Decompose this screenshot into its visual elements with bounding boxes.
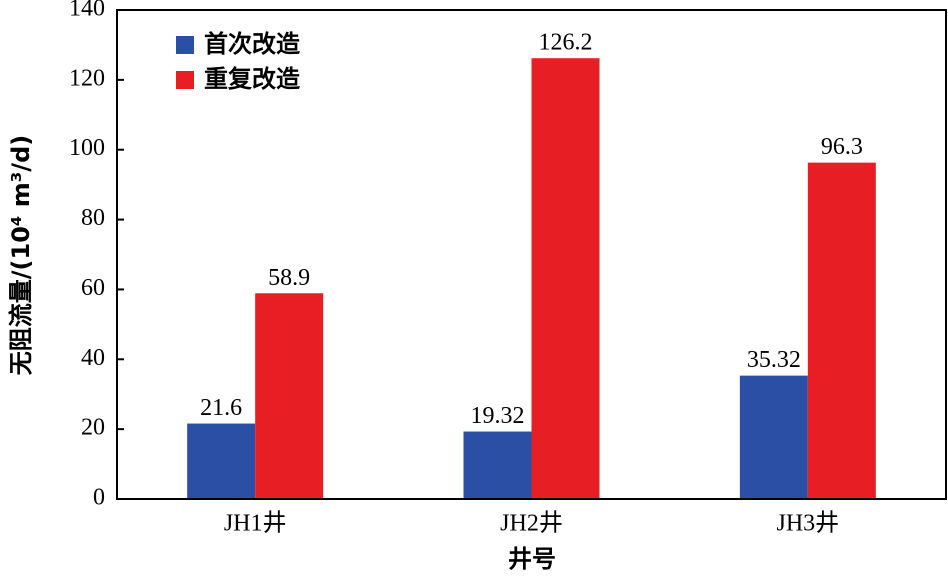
data-label: 126.2 xyxy=(539,30,593,56)
y-tick-label: 120 xyxy=(69,65,105,91)
y-tick-label: 60 xyxy=(81,275,105,301)
plot-frame xyxy=(116,9,947,500)
bar xyxy=(463,431,532,499)
data-label: 58.9 xyxy=(268,265,310,291)
legend-label: 首次改造 xyxy=(204,30,300,58)
data-label: 21.6 xyxy=(200,395,242,421)
data-label: 96.3 xyxy=(821,134,863,160)
data-label: 35.32 xyxy=(747,347,801,373)
y-tick-label: 40 xyxy=(81,345,105,371)
bar xyxy=(807,162,876,499)
y-tick-label: 140 xyxy=(69,0,105,22)
bar xyxy=(739,375,808,499)
legend-label: 重复改造 xyxy=(204,65,300,93)
y-tick-label: 0 xyxy=(93,485,105,511)
bar xyxy=(531,58,600,500)
legend-swatch xyxy=(176,71,194,89)
y-tick-label: 80 xyxy=(81,205,105,231)
bar xyxy=(187,423,256,499)
data-label: 19.32 xyxy=(471,403,525,429)
y-tick-label: 100 xyxy=(69,135,105,161)
x-axis-title: 井号 xyxy=(508,545,556,573)
x-tick-label: JH3井 xyxy=(776,510,839,537)
bar xyxy=(255,293,324,499)
legend-swatch xyxy=(176,36,194,54)
x-tick-label: JH1井 xyxy=(224,510,287,537)
y-tick-label: 20 xyxy=(81,415,105,441)
x-tick-label: JH2井 xyxy=(500,510,563,537)
y-axis-title: 无阻流量/(10⁴ m³/d) xyxy=(7,135,35,375)
